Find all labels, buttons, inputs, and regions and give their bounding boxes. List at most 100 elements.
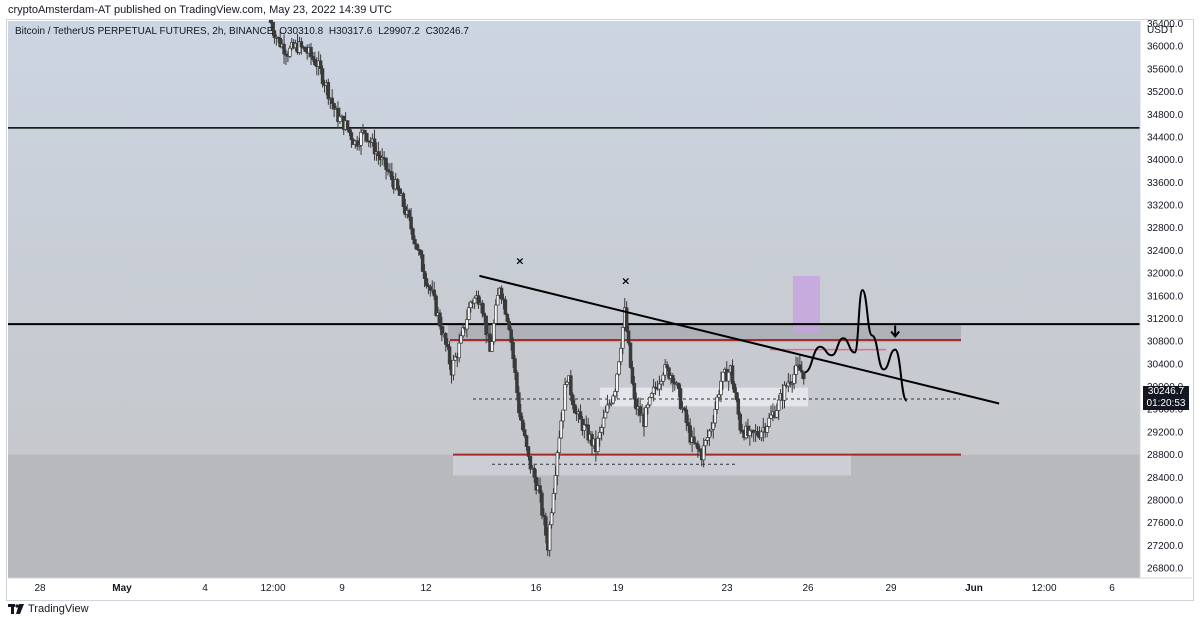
candle-body bbox=[282, 43, 286, 55]
candle-body bbox=[438, 312, 442, 327]
ohlc-open: O30310.8 bbox=[279, 26, 324, 37]
candle-body bbox=[678, 388, 683, 410]
swing-high-marker: × bbox=[515, 255, 524, 268]
candle-body bbox=[503, 299, 508, 315]
price-tick-label: 29600.0 bbox=[1147, 405, 1184, 416]
time-tick-label: 19 bbox=[612, 583, 624, 594]
candle-body bbox=[515, 372, 519, 394]
candle-body bbox=[505, 313, 510, 322]
candle-body bbox=[619, 347, 623, 363]
candle-body bbox=[561, 409, 565, 422]
candle-body bbox=[684, 409, 689, 424]
candle-body bbox=[544, 516, 548, 536]
candle-body bbox=[624, 307, 629, 332]
price-tick-label: 35200.0 bbox=[1147, 87, 1184, 98]
candle-body bbox=[713, 409, 717, 424]
candle-body bbox=[338, 116, 342, 122]
candle-body bbox=[663, 364, 667, 376]
candle-body bbox=[309, 47, 313, 57]
candle-body bbox=[524, 435, 529, 448]
candle-body bbox=[532, 467, 537, 478]
candle-body bbox=[453, 356, 458, 361]
candle-body bbox=[611, 395, 615, 404]
candle-body bbox=[711, 422, 716, 430]
candle-body bbox=[596, 437, 600, 452]
candle-body bbox=[578, 411, 583, 420]
candle-body bbox=[519, 412, 523, 421]
candle-body bbox=[798, 364, 802, 371]
time-tick-label: 9 bbox=[339, 583, 345, 594]
candle-body bbox=[730, 365, 735, 385]
candle-body bbox=[676, 382, 681, 389]
candle-body bbox=[659, 381, 664, 385]
time-tick-label: 16 bbox=[530, 583, 542, 594]
candle-body bbox=[790, 383, 794, 385]
price-tick-label: 31200.0 bbox=[1147, 314, 1184, 325]
candle-body bbox=[330, 97, 334, 104]
candle-body bbox=[457, 342, 461, 359]
candle-body bbox=[445, 344, 450, 348]
candle-body bbox=[621, 327, 625, 349]
candle-body bbox=[703, 440, 708, 447]
candle-body bbox=[686, 422, 691, 427]
candle-body bbox=[447, 346, 452, 365]
candle-body bbox=[794, 364, 798, 375]
candle-body bbox=[632, 382, 637, 400]
candle-body bbox=[569, 375, 573, 396]
candle-body bbox=[646, 404, 650, 409]
candle-body bbox=[397, 188, 402, 196]
candle-body bbox=[555, 452, 560, 476]
background-upper bbox=[8, 21, 1140, 455]
candle-body bbox=[528, 456, 533, 470]
candle-body bbox=[549, 512, 554, 526]
candle-body bbox=[484, 315, 488, 336]
price-tick-label: 28000.0 bbox=[1147, 495, 1184, 506]
candle-body bbox=[326, 82, 331, 100]
candle-body bbox=[717, 394, 721, 398]
candle-body bbox=[372, 138, 377, 155]
time-tick-label: 29 bbox=[885, 583, 897, 594]
time-tick-label: 12 bbox=[420, 583, 432, 594]
price-tick-label: 33600.0 bbox=[1147, 178, 1184, 189]
candle-body bbox=[336, 108, 340, 122]
candle-body bbox=[347, 128, 352, 133]
time-tick-label: 23 bbox=[721, 583, 733, 594]
candle-body bbox=[492, 322, 496, 343]
candle-body bbox=[411, 228, 415, 240]
candle-body bbox=[719, 380, 723, 396]
candle-body bbox=[665, 364, 669, 369]
candle-body bbox=[303, 46, 307, 52]
candle-body bbox=[426, 285, 431, 288]
candle-body bbox=[284, 53, 288, 56]
candle-body bbox=[376, 151, 381, 157]
candle-body bbox=[701, 445, 706, 461]
candle-body bbox=[748, 429, 752, 436]
candle-body bbox=[534, 476, 538, 491]
candle-body bbox=[572, 404, 577, 414]
candle-body bbox=[520, 419, 525, 431]
price-tick-label: 31600.0 bbox=[1147, 291, 1184, 302]
candle-body bbox=[490, 341, 494, 352]
candle-body bbox=[420, 254, 425, 272]
price-tick-label: 27600.0 bbox=[1147, 518, 1184, 529]
candle-body bbox=[698, 448, 702, 452]
price-tick-label: 33200.0 bbox=[1147, 201, 1184, 212]
candle-body bbox=[499, 287, 504, 300]
candle-body bbox=[494, 304, 498, 324]
price-axis-unit: USDT bbox=[1147, 25, 1174, 36]
candle-body bbox=[553, 475, 558, 494]
candle-body bbox=[586, 424, 590, 441]
price-tick-label: 34400.0 bbox=[1147, 132, 1184, 143]
candle-body bbox=[365, 132, 369, 142]
candle-body bbox=[721, 371, 725, 382]
candle-body bbox=[782, 384, 787, 401]
candle-body bbox=[705, 437, 710, 441]
candle-body bbox=[363, 129, 367, 134]
footer-brand[interactable]: TradingView bbox=[8, 603, 89, 615]
candle-body bbox=[599, 427, 604, 433]
candle-body bbox=[759, 431, 764, 439]
candle-body bbox=[480, 302, 485, 314]
candle-body bbox=[409, 216, 413, 230]
tradingview-logo-icon bbox=[8, 604, 24, 614]
